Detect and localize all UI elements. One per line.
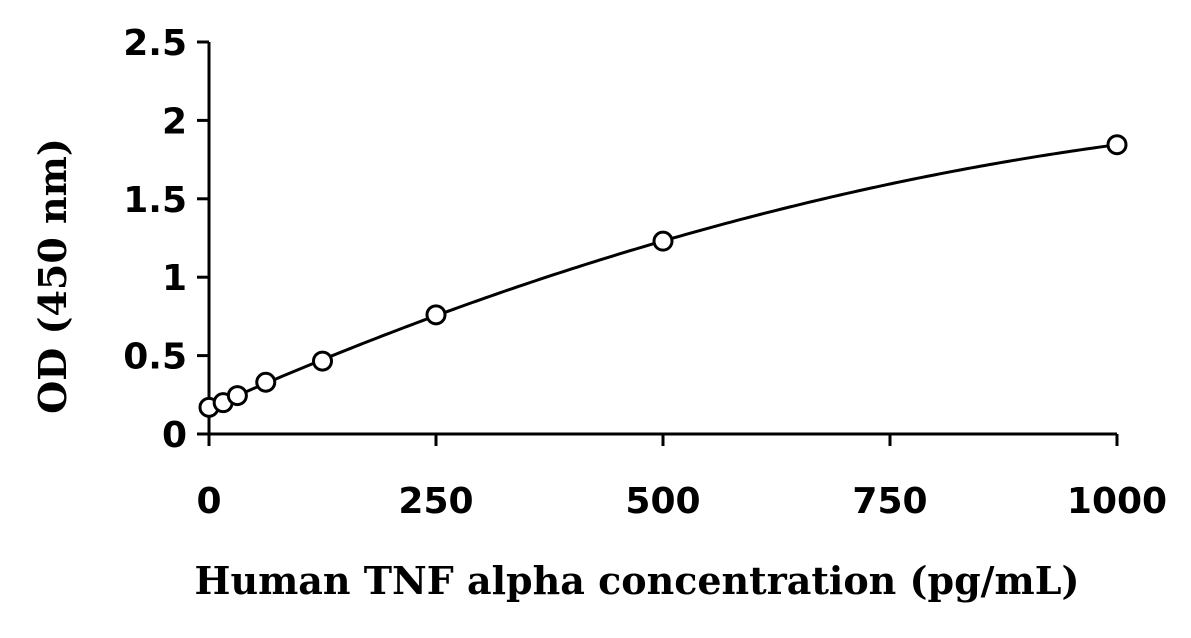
data-point [425,304,447,326]
y-axis-title: OD (450 nm) [30,138,75,414]
y-tick-label: 0 [162,415,187,456]
y-tick-label: 1.5 [123,180,187,221]
x-tick-labels: 0 250 500 750 1000 [196,481,1167,522]
y-tick-label: 2.5 [123,23,187,64]
y-tick-label: 1 [162,258,187,299]
x-tick-label: 750 [852,481,927,522]
x-tick-label: 1000 [1067,481,1167,522]
x-ticks [207,434,1119,446]
x-tick-label: 0 [196,481,221,522]
data-points [198,134,1128,418]
x-tick-label: 250 [398,481,473,522]
data-point [226,385,248,407]
y-tick-labels: 0 0.5 1 1.5 2 2.5 [123,23,187,456]
fit-curve [208,143,1118,410]
x-axis-title: Human TNF alpha concentration (pg/mL) [195,558,1080,603]
y-ticks [197,40,209,436]
data-point [1106,134,1128,156]
y-tick-label: 2 [162,101,187,142]
x-tick-label: 500 [625,481,700,522]
data-point [652,230,674,252]
y-tick-label: 0.5 [123,337,187,378]
data-point [312,350,333,372]
data-point [255,371,277,393]
